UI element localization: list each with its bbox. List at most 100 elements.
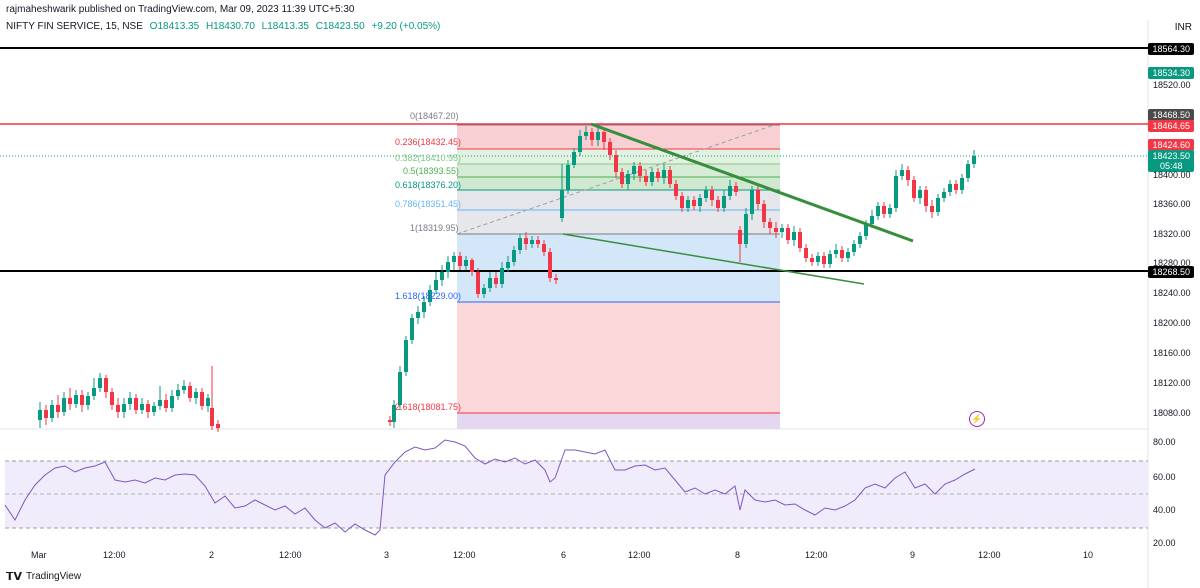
trendline-upper[interactable] (590, 122, 914, 243)
currency-label: INR (1174, 22, 1192, 33)
candle-body (876, 206, 880, 216)
candle-body (716, 200, 720, 208)
fib-label: 0.382(18410.95) (395, 153, 462, 163)
symbol-legend[interactable]: NIFTY FIN SERVICE, 15, NSE O18413.35 H18… (6, 21, 444, 32)
fib-label: 0.618(18376.20) (395, 180, 462, 190)
price-tag-level-bottom: 18268.50 (1148, 266, 1194, 278)
price-axis-label: 18280.00 (1153, 258, 1191, 268)
candle-body (762, 204, 766, 222)
candle-body (710, 190, 714, 200)
candle-body (798, 232, 802, 248)
flash-icon[interactable]: ⚡ (969, 411, 985, 427)
candle-body (692, 200, 696, 206)
candle-body (650, 172, 654, 182)
candle-body (768, 222, 772, 228)
candle-body (86, 396, 90, 405)
time-axis-label: 12:00 (805, 550, 828, 560)
candle-body (188, 386, 192, 398)
candle-body (792, 232, 796, 240)
candle-body (560, 190, 564, 218)
candle-body (216, 424, 220, 428)
price-axis-label: 18200.00 (1153, 318, 1191, 328)
candle-body (840, 250, 844, 258)
candle-body (942, 192, 946, 198)
candle-body (50, 405, 54, 418)
candle-body (200, 392, 204, 406)
ohlc-high: H18430.70 (205, 21, 255, 32)
candle-body (62, 398, 66, 412)
price-axis-label: 18320.00 (1153, 229, 1191, 239)
price-axis-label: 18120.00 (1153, 378, 1191, 388)
candle-body (756, 190, 760, 204)
candle-body (566, 165, 570, 190)
candle-body (948, 184, 952, 192)
candle-body (494, 278, 498, 284)
candle-body (602, 132, 606, 142)
candle-body (452, 256, 456, 262)
tradingview-icon: 𝗧𝗩 (6, 571, 23, 583)
candle-body (662, 170, 666, 178)
candle-body (164, 400, 168, 408)
candle-body (98, 378, 102, 388)
candle-body (680, 196, 684, 208)
fib-label: 0.5(18393.55) (403, 166, 460, 176)
price-tag-level-top: 18564.30 (1148, 43, 1194, 55)
candle-body (924, 190, 928, 206)
candle-body (936, 198, 940, 212)
candle-body (92, 388, 96, 396)
fibonacci-retracement[interactable] (456, 122, 781, 429)
price-tag-level-2: 18534.30 (1148, 67, 1194, 79)
trendline-lower[interactable] (562, 233, 865, 285)
candle-body (74, 395, 78, 404)
last-price-value: 18423.50 (1152, 151, 1190, 161)
candle-body (626, 174, 630, 184)
candle-body (686, 200, 690, 208)
candle-body (900, 170, 904, 176)
candle-body (422, 302, 426, 312)
candle-body (638, 166, 642, 176)
candle-body (954, 184, 958, 190)
fib-label: 1.618(18229.00) (395, 291, 462, 301)
price-axis-label: 18360.00 (1153, 199, 1191, 209)
candle-body (476, 272, 480, 294)
candle-body (470, 260, 474, 272)
candle-body (152, 406, 156, 412)
candle-body (388, 420, 392, 422)
ohlc-low: L18413.35 (261, 21, 309, 32)
candle-body (596, 132, 600, 140)
tradingview-logo[interactable]: 𝗧𝗩 TradingView (6, 570, 81, 583)
time-axis-label: 12:00 (628, 550, 651, 560)
candle-body (656, 172, 660, 178)
time-axis-label: 12:00 (453, 550, 476, 560)
candle-body (906, 170, 910, 180)
time-axis-label: 8 (735, 550, 741, 560)
candle-body (572, 152, 576, 165)
rsi-pane[interactable] (4, 439, 1148, 536)
rsi-axis-label: 20.00 (1153, 538, 1176, 548)
candle-body (530, 240, 534, 244)
candle-body (392, 405, 396, 422)
candle-body (122, 404, 126, 412)
rsi-axis-label: 60.00 (1153, 472, 1176, 482)
candle-body (206, 398, 210, 406)
candle-body (966, 164, 970, 178)
candle-body (140, 404, 144, 410)
candle-body (482, 288, 486, 294)
candle-body (816, 256, 820, 262)
tradingview-label: TradingView (26, 571, 82, 582)
candle-body (888, 208, 892, 214)
candle-body (134, 398, 138, 410)
price-axis-label: 18400.00 (1153, 170, 1191, 180)
candle-body (870, 216, 874, 224)
rsi-axis-label: 80.00 (1153, 437, 1176, 447)
symbol-name[interactable]: NIFTY FIN SERVICE, 15, NSE (6, 21, 143, 32)
ohlc-change: +9.20 (+0.05%) (371, 21, 441, 32)
candlestick-series[interactable] (38, 126, 976, 432)
price-tag-level-5: 18424.60 (1148, 139, 1194, 151)
time-axis-label: 6 (561, 550, 567, 560)
candle-body (698, 198, 702, 206)
candle-body (744, 214, 748, 244)
last-price-tag: 18423.50 05:48 (1148, 150, 1194, 172)
candle-body (620, 172, 624, 184)
